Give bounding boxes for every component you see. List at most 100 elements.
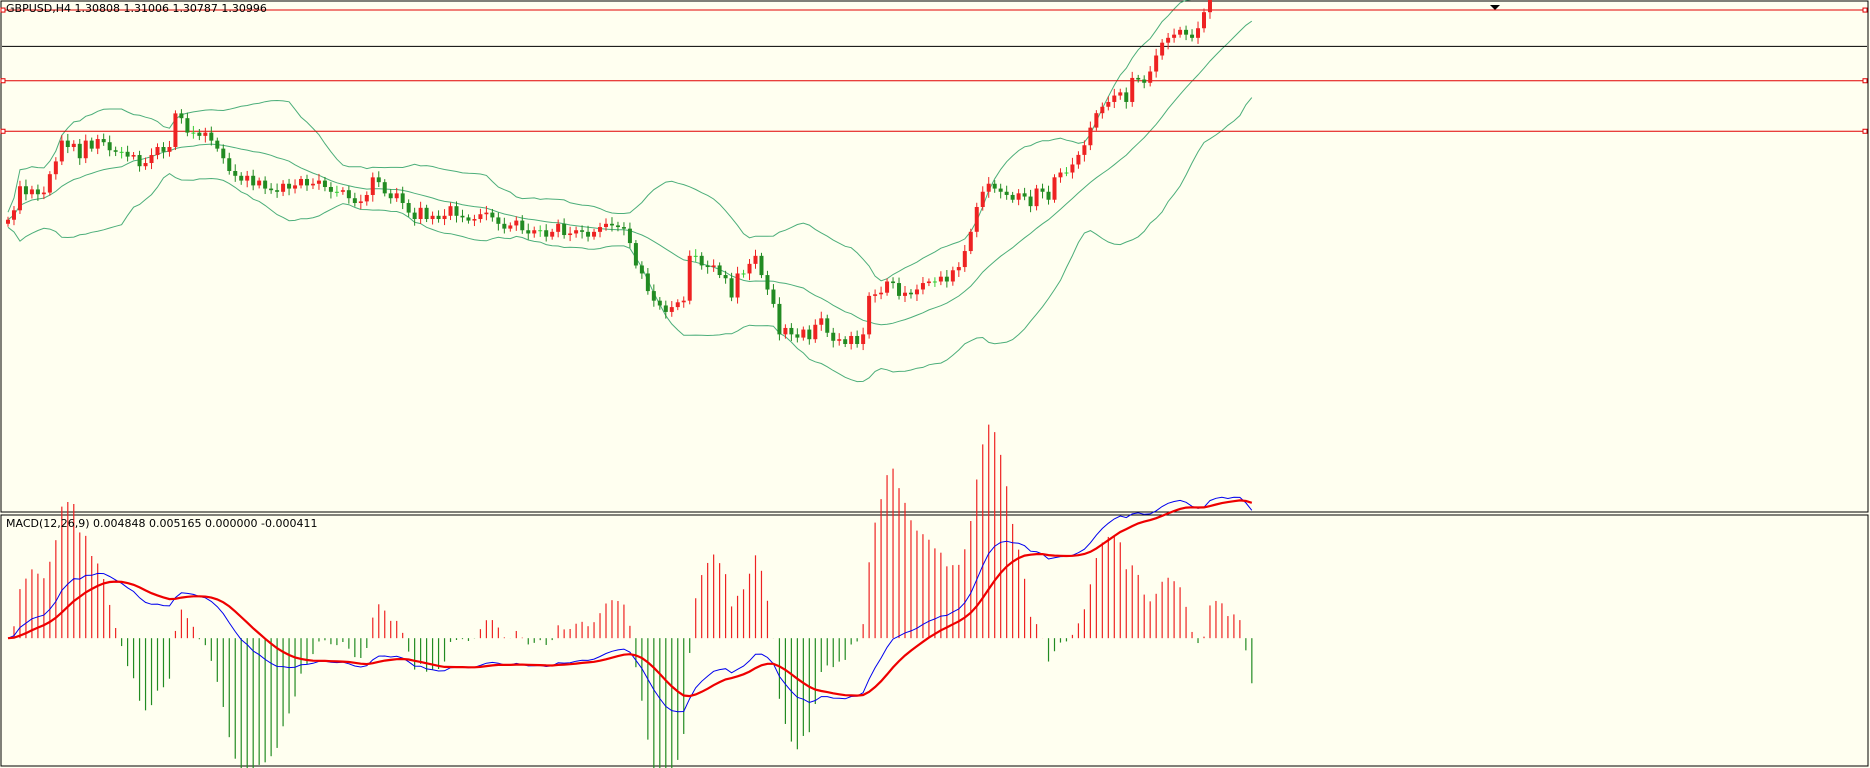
- candle-body: [903, 292, 907, 296]
- candle: [1088, 121, 1093, 151]
- candle: [633, 240, 638, 269]
- level-anchor-left[interactable]: [0, 78, 6, 84]
- candle-body: [83, 140, 88, 159]
- candle: [89, 137, 94, 152]
- candle: [161, 142, 166, 159]
- candle-body: [53, 161, 58, 175]
- candle: [287, 178, 292, 196]
- candle: [663, 300, 668, 319]
- candle: [257, 177, 262, 189]
- candle: [897, 277, 902, 300]
- chart-shift-marker[interactable]: [1490, 5, 1500, 10]
- candle: [1070, 157, 1075, 179]
- candle-body: [980, 191, 985, 208]
- candle-body: [424, 207, 429, 220]
- candle-body: [406, 203, 411, 213]
- candle: [1154, 48, 1159, 78]
- candle-body: [843, 339, 848, 345]
- candle: [801, 326, 806, 341]
- candle-body: [711, 265, 716, 268]
- candle: [1082, 140, 1087, 162]
- candle: [334, 185, 339, 197]
- candle: [167, 140, 172, 157]
- candle: [586, 225, 591, 242]
- candle: [980, 186, 985, 211]
- level-anchor-right[interactable]: [1862, 7, 1868, 13]
- candle-body: [891, 281, 896, 284]
- candle: [639, 261, 644, 279]
- candle-body: [394, 193, 399, 199]
- candle: [460, 209, 465, 223]
- candle-body: [89, 140, 94, 149]
- candle-body: [23, 186, 28, 195]
- candle-body: [1058, 172, 1063, 178]
- candle-body: [508, 225, 513, 229]
- candle-body: [334, 191, 339, 193]
- candle: [950, 266, 955, 286]
- candle-body: [992, 183, 997, 189]
- candle: [400, 186, 405, 210]
- candle-body: [747, 263, 752, 274]
- candle-body: [837, 339, 842, 341]
- candle: [197, 128, 202, 141]
- candle: [227, 152, 232, 175]
- candle-body: [795, 334, 800, 338]
- candle: [185, 112, 190, 137]
- candle-body: [855, 335, 860, 345]
- level-anchor-right[interactable]: [1862, 128, 1868, 134]
- candle: [119, 146, 124, 159]
- level-anchor-right[interactable]: [1862, 78, 1868, 84]
- candle: [328, 182, 333, 199]
- candle-body: [221, 148, 226, 159]
- candle-body: [281, 183, 286, 192]
- candle: [316, 173, 321, 190]
- candle: [364, 191, 369, 206]
- candle-body: [412, 212, 417, 220]
- candle: [251, 169, 256, 191]
- candle: [1196, 21, 1201, 44]
- candle: [221, 144, 226, 164]
- candles: [6, 0, 1212, 351]
- level-anchor-left[interactable]: [0, 128, 6, 134]
- candle: [1016, 189, 1021, 206]
- candle-body: [1124, 92, 1129, 102]
- candle: [1094, 110, 1099, 131]
- candle-body: [179, 113, 184, 119]
- candle: [1142, 75, 1147, 89]
- candle: [263, 176, 268, 195]
- candle: [1184, 25, 1189, 41]
- candle: [604, 218, 608, 231]
- candle: [83, 134, 88, 164]
- candle-body: [346, 190, 351, 199]
- candle: [370, 172, 375, 202]
- candle-body: [269, 188, 274, 191]
- candle: [275, 183, 280, 198]
- candle: [932, 277, 937, 287]
- candle: [723, 270, 728, 284]
- candle-body: [251, 175, 256, 186]
- candle: [729, 272, 734, 302]
- candle: [1076, 151, 1081, 169]
- candle-body: [77, 143, 82, 159]
- candle-body: [316, 180, 321, 184]
- candle-body: [532, 230, 537, 234]
- candle: [574, 226, 579, 238]
- candle: [11, 206, 16, 226]
- candle-body: [1064, 172, 1069, 174]
- candle: [47, 171, 52, 196]
- candle-body: [322, 180, 327, 188]
- level-anchor-left[interactable]: [0, 7, 6, 13]
- bollinger-lower-line: [7, 97, 1253, 383]
- candle-body: [466, 217, 471, 221]
- candle: [795, 328, 800, 343]
- candle: [867, 292, 872, 339]
- candle: [448, 202, 453, 221]
- candle-body: [191, 132, 196, 134]
- candle: [1040, 183, 1045, 199]
- candle: [687, 250, 692, 305]
- candle-body: [502, 223, 507, 229]
- candle: [478, 208, 483, 223]
- candle: [1178, 26, 1183, 38]
- candle-body: [849, 335, 854, 345]
